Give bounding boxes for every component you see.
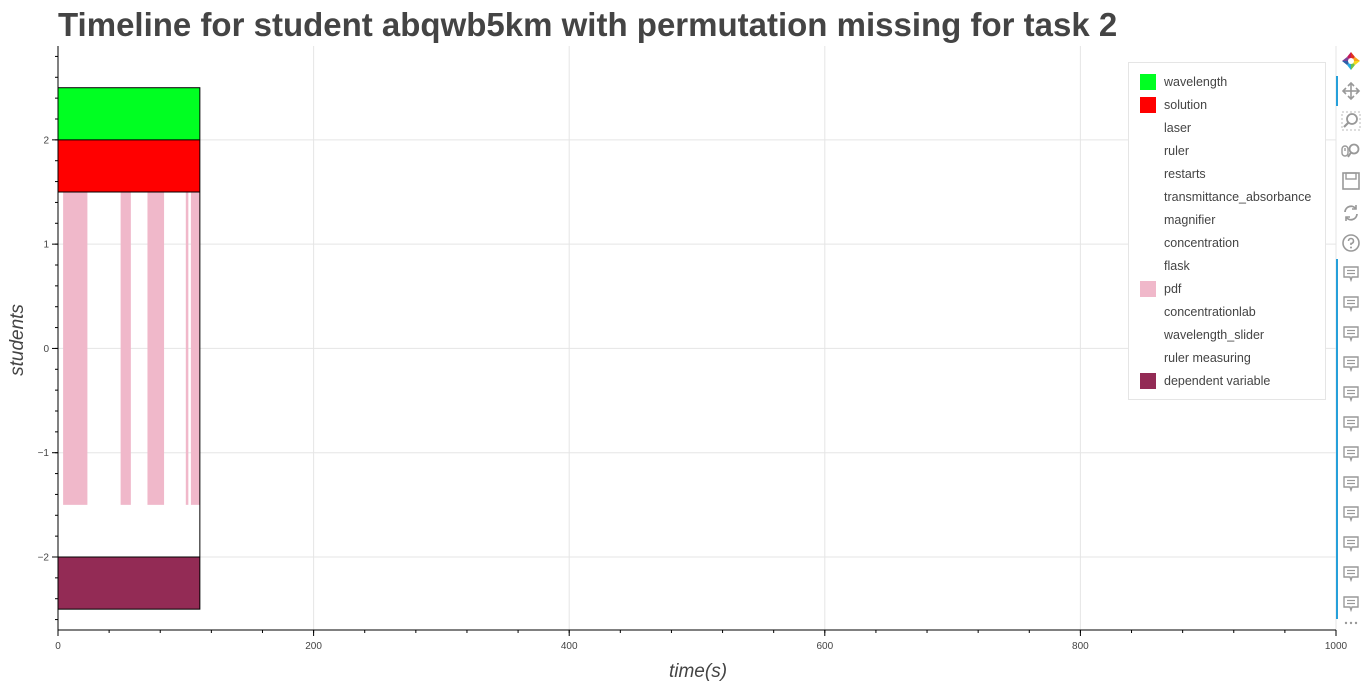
bar-pdf [147, 192, 165, 505]
legend-item[interactable]: wavelength_slider [1140, 323, 1264, 346]
legend-item[interactable]: laser [1140, 116, 1191, 139]
legend-item[interactable]: wavelength [1140, 70, 1227, 93]
hover-icon[interactable] [1340, 593, 1362, 615]
x-tick-label: 1000 [1325, 641, 1348, 652]
save-icon[interactable] [1340, 170, 1362, 192]
legend-item[interactable]: transmittance_absorbance [1140, 185, 1311, 208]
legend-swatch [1140, 234, 1156, 251]
help-icon[interactable] [1340, 232, 1362, 254]
legend-label: pdf [1164, 281, 1182, 296]
timeline-bars [57, 87, 201, 610]
legend-swatch [1140, 211, 1156, 228]
more-icon[interactable] [1340, 618, 1362, 628]
bar-solution [58, 139, 200, 192]
legend: wavelength solution laser ruler restarts tran… [1128, 62, 1326, 400]
grid-lines [57, 46, 1337, 630]
chart-title: Timeline for student abqwb5km with permu… [58, 6, 1118, 43]
active-tool-indicator [1336, 259, 1338, 619]
bar-pdf [120, 192, 131, 505]
hover-icon[interactable] [1340, 383, 1362, 405]
reset-icon[interactable] [1340, 202, 1362, 224]
legend-label: wavelength_slider [1164, 327, 1265, 342]
legend-label: ruler measuring [1164, 350, 1251, 365]
box-zoom-icon[interactable] [1340, 110, 1362, 132]
legend-item[interactable]: restarts [1140, 162, 1206, 185]
y-tick-label: −2 [38, 553, 50, 564]
hover-icon[interactable] [1340, 323, 1362, 345]
bokeh-logo-icon [1340, 50, 1362, 72]
active-tool-indicator [1336, 76, 1338, 106]
legend-label: restarts [1164, 166, 1206, 181]
legend-swatch [1140, 326, 1156, 343]
legend-item[interactable]: solution [1140, 93, 1207, 116]
legend-swatch [1140, 188, 1156, 205]
toolbar [1336, 46, 1366, 636]
legend-item[interactable]: ruler measuring [1140, 346, 1251, 369]
hover-icon[interactable] [1340, 263, 1362, 285]
hover-icon[interactable] [1340, 563, 1362, 585]
legend-label: concentrationlab [1164, 304, 1256, 319]
legend-label: concentration [1164, 235, 1240, 250]
bar-pdf [190, 192, 200, 505]
wheel-zoom-icon[interactable] [1340, 140, 1362, 162]
legend-swatch [1140, 280, 1156, 297]
y-axis-title: students [7, 304, 28, 376]
legend-label: laser [1164, 120, 1192, 135]
legend-label: magnifier [1164, 212, 1216, 227]
x-axis-title: time(s) [669, 661, 727, 682]
legend-swatch [1140, 165, 1156, 182]
legend-label: ruler [1164, 143, 1190, 158]
legend-item[interactable]: flask [1140, 254, 1190, 277]
legend-item[interactable]: magnifier [1140, 208, 1215, 231]
legend-label: dependent variable [1164, 373, 1271, 388]
bar-pdf [185, 192, 189, 505]
bar-wavelength [58, 87, 200, 140]
hover-icon[interactable] [1340, 473, 1362, 495]
hover-icon[interactable] [1340, 533, 1362, 555]
x-tick-label: 0 [55, 641, 61, 652]
legend-item[interactable]: concentration [1140, 231, 1239, 254]
y-tick-label: −1 [38, 448, 50, 459]
hover-icon[interactable] [1340, 443, 1362, 465]
legend-item[interactable]: concentrationlab [1140, 300, 1256, 323]
hover-icon[interactable] [1340, 503, 1362, 525]
legend-label: wavelength [1164, 74, 1228, 89]
pan-icon[interactable] [1340, 80, 1362, 102]
legend-swatch [1140, 73, 1156, 90]
x-tick-label: 600 [816, 641, 833, 652]
legend-item[interactable]: pdf [1140, 277, 1181, 300]
y-tick-label: 0 [43, 344, 49, 355]
legend-label: flask [1164, 258, 1190, 273]
legend-swatch [1140, 142, 1156, 159]
legend-swatch [1140, 303, 1156, 320]
bar-pdf [63, 192, 88, 505]
axes: 0 200 400 600 800 1000 −2 −1 0 1 2 [38, 46, 1348, 652]
y-tick-label: 1 [43, 240, 49, 251]
legend-swatch [1140, 372, 1156, 389]
hover-icon[interactable] [1340, 353, 1362, 375]
legend-label: solution [1164, 97, 1208, 112]
x-tick-label: 800 [1072, 641, 1089, 652]
legend-label: transmittance_absorbance [1164, 189, 1312, 204]
legend-swatch [1140, 119, 1156, 136]
x-tick-label: 200 [305, 641, 322, 652]
legend-swatch [1140, 257, 1156, 274]
hover-icon[interactable] [1340, 293, 1362, 315]
legend-item[interactable]: ruler [1140, 139, 1189, 162]
legend-swatch [1140, 96, 1156, 113]
bar-dependent-variable [58, 557, 200, 610]
x-tick-label: 400 [561, 641, 578, 652]
y-tick-label: 2 [43, 135, 49, 146]
legend-swatch [1140, 349, 1156, 366]
legend-item[interactable]: dependent variable [1140, 369, 1270, 392]
hover-icon[interactable] [1340, 413, 1362, 435]
